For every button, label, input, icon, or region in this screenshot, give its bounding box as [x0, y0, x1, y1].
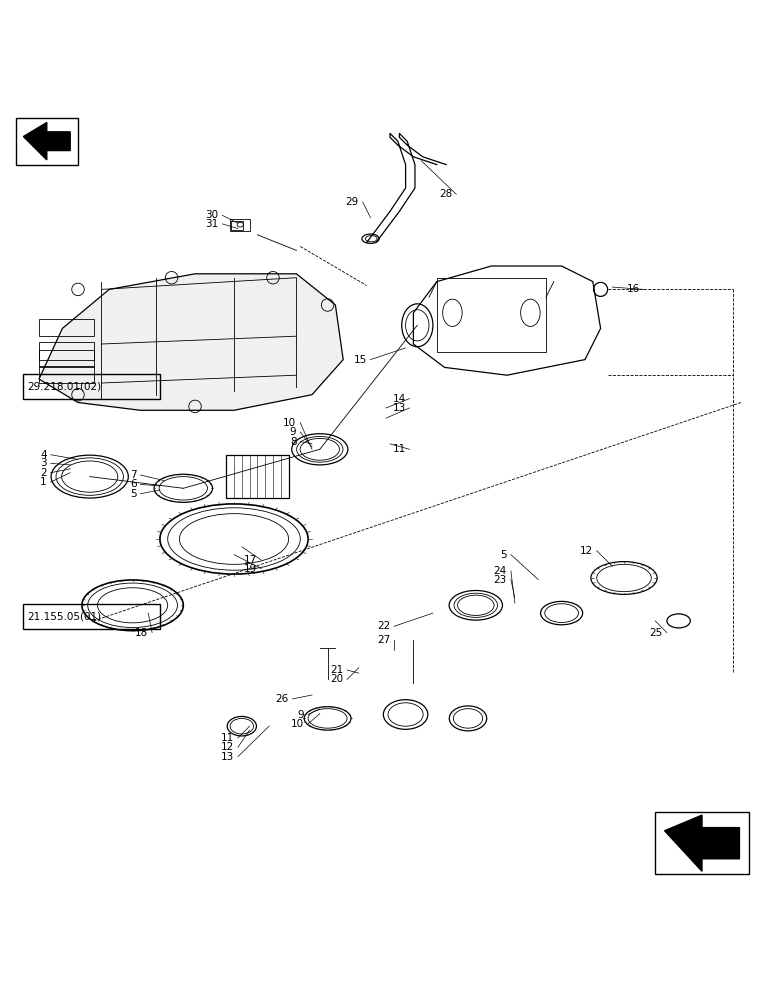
Text: 1: 1 [41, 477, 47, 487]
Text: 27: 27 [377, 635, 390, 645]
Polygon shape [39, 274, 343, 410]
Text: 21: 21 [330, 665, 343, 675]
Bar [23, 604, 160, 629]
Text: 19: 19 [244, 564, 257, 574]
Bar [23, 374, 160, 399]
Text: 17: 17 [244, 555, 257, 565]
Text: 10: 10 [283, 418, 296, 428]
Text: 18: 18 [135, 628, 148, 638]
Bar [39, 366, 94, 383]
Text: 5: 5 [501, 550, 507, 560]
Bar [39, 342, 94, 360]
Text: 11: 11 [221, 733, 234, 743]
Bar [226, 455, 289, 498]
Bar [437, 278, 546, 352]
Text: 14: 14 [392, 394, 406, 404]
Text: 12: 12 [580, 546, 593, 556]
Text: 29.218.01(02): 29.218.01(02) [27, 381, 101, 391]
Bar [39, 350, 94, 367]
Text: 30: 30 [205, 210, 218, 220]
Text: 4: 4 [41, 450, 47, 460]
Text: 23: 23 [494, 575, 507, 585]
Bar [231, 221, 243, 230]
Text: 5: 5 [130, 489, 136, 499]
Polygon shape [23, 122, 70, 160]
Text: 25: 25 [650, 628, 663, 638]
Text: 7: 7 [130, 470, 136, 480]
Text: 9: 9 [298, 710, 304, 720]
Text: 28: 28 [439, 189, 452, 199]
Text: 6: 6 [130, 479, 136, 489]
Text: 12: 12 [221, 742, 234, 752]
Text: 20: 20 [330, 674, 343, 684]
Text: 15: 15 [353, 355, 367, 365]
Text: 2: 2 [41, 468, 47, 478]
Text: 16: 16 [626, 284, 640, 294]
Bar [39, 319, 94, 336]
Bar [16, 118, 78, 165]
Text: 29: 29 [346, 197, 359, 207]
Text: 31: 31 [205, 219, 218, 229]
Polygon shape [413, 266, 601, 375]
Text: 11: 11 [392, 444, 406, 454]
Text: 13: 13 [221, 752, 234, 762]
Text: 13: 13 [392, 403, 406, 413]
Bar [230, 219, 250, 231]
Text: 10: 10 [291, 719, 304, 729]
Polygon shape [665, 815, 739, 871]
Text: 21.155.05(01): 21.155.05(01) [27, 611, 101, 621]
Text: 22: 22 [377, 621, 390, 631]
Text: 9: 9 [290, 427, 296, 437]
Text: 3: 3 [41, 458, 47, 468]
Text: 24: 24 [494, 566, 507, 576]
Text: 26: 26 [275, 694, 289, 704]
Bar [655, 812, 749, 874]
Text: 8: 8 [290, 437, 296, 447]
